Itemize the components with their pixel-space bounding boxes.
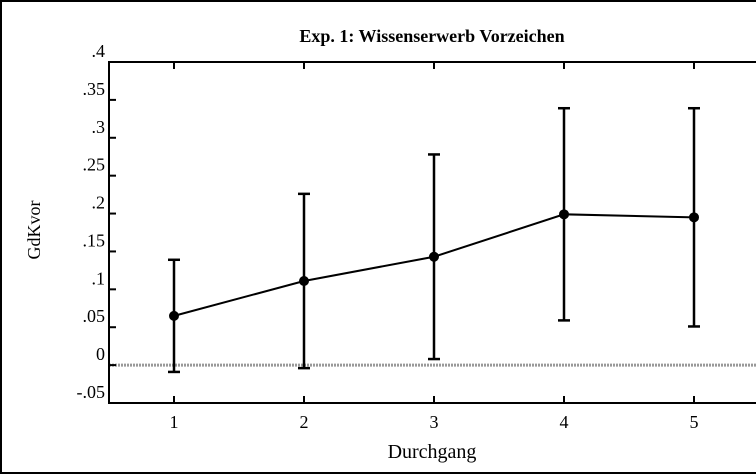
x-tick-label: 5 [690,412,699,432]
y-axis-label: GdKvor [24,201,44,260]
x-tick-label: 4 [560,412,569,432]
x-tick-label: 2 [300,412,309,432]
data-point [559,209,569,220]
y-tick-label: -.05 [77,382,106,402]
y-tick-label: .15 [83,230,106,250]
y-tick-label: .4 [92,41,106,61]
y-tick-label: 0 [96,344,105,364]
y-tick-label: .3 [92,117,106,137]
y-tick-label: .25 [83,155,106,175]
data-point [429,251,439,262]
x-axis-label: Durchgang [388,441,477,463]
plot-area [108,61,756,404]
data-point [299,275,309,286]
y-tick-label: .2 [92,193,106,213]
chart-title: Exp. 1: Wissenserwerb Vorzeichen [299,26,564,46]
data-point [169,310,179,321]
data-point [689,212,699,223]
x-tick-label: 1 [170,412,179,432]
y-tick-label: .05 [83,306,106,326]
x-tick-label: 3 [430,412,439,432]
y-tick-label: .35 [83,79,106,99]
y-tick-label: .1 [92,268,106,288]
